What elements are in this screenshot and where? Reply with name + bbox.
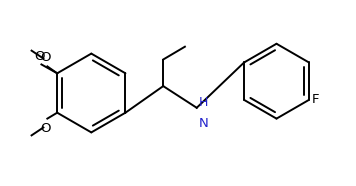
Text: O: O	[34, 50, 45, 63]
Text: O: O	[40, 52, 51, 64]
Text: F: F	[312, 93, 319, 106]
Text: O: O	[40, 122, 51, 134]
Text: N: N	[199, 117, 208, 130]
Text: methoxy: methoxy	[36, 52, 43, 54]
Text: H: H	[199, 96, 208, 109]
